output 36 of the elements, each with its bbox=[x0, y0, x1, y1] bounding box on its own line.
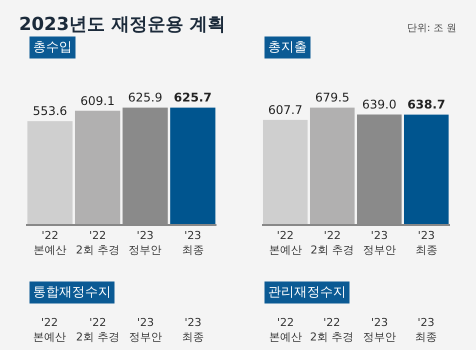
data-label: 639.0 bbox=[362, 98, 396, 112]
bar bbox=[27, 121, 73, 224]
x-tick-label: '23 정부안 bbox=[128, 228, 162, 256]
data-label: 625.7 bbox=[174, 90, 212, 105]
data-label: 625.9 bbox=[128, 90, 162, 105]
category-label: '23 정부안 bbox=[129, 316, 162, 344]
data-label: 607.7 bbox=[268, 102, 302, 117]
x-tick-label: '22 2회 추경 bbox=[76, 228, 120, 256]
text: 통합재정수지 bbox=[33, 285, 111, 300]
x-tick-label: '22 본예산 bbox=[33, 228, 66, 256]
bar bbox=[74, 110, 120, 224]
bar bbox=[310, 108, 355, 224]
chart-title: 총수입 bbox=[33, 40, 72, 55]
bar bbox=[404, 114, 449, 224]
category-label: '22 본예산 bbox=[269, 316, 302, 344]
data-label: 679.5 bbox=[315, 90, 350, 105]
category-label: '23 최종 bbox=[415, 316, 437, 344]
category-label: '22 본예산 bbox=[33, 316, 66, 344]
x-tick-label: '23 최종 bbox=[182, 228, 204, 256]
data-label: 609.1 bbox=[80, 94, 115, 108]
x-tick-label: '23 최종 bbox=[415, 228, 438, 256]
data-label: 553.6 bbox=[32, 104, 68, 118]
category-label: '22 2회 추경 bbox=[310, 316, 354, 344]
text: 단위: 조 원 bbox=[407, 23, 457, 34]
bar bbox=[170, 108, 216, 224]
x-tick-label: '22 2회 추경 bbox=[310, 228, 354, 256]
bar bbox=[262, 120, 308, 224]
category-label: '22 2회 추경 bbox=[76, 316, 120, 344]
x-tick-label: '23 정부안 bbox=[362, 228, 396, 256]
text: 2023년도 재정운용 계획 bbox=[19, 14, 226, 35]
data-label: 638.7 bbox=[407, 98, 446, 112]
x-tick-label: '22 본예산 bbox=[268, 228, 302, 256]
category-label: '23 최종 bbox=[182, 316, 204, 344]
category-label: '23 정부안 bbox=[363, 316, 396, 344]
text: 관리재정수지 bbox=[268, 285, 346, 300]
chart-title: 총지출 bbox=[268, 40, 307, 55]
